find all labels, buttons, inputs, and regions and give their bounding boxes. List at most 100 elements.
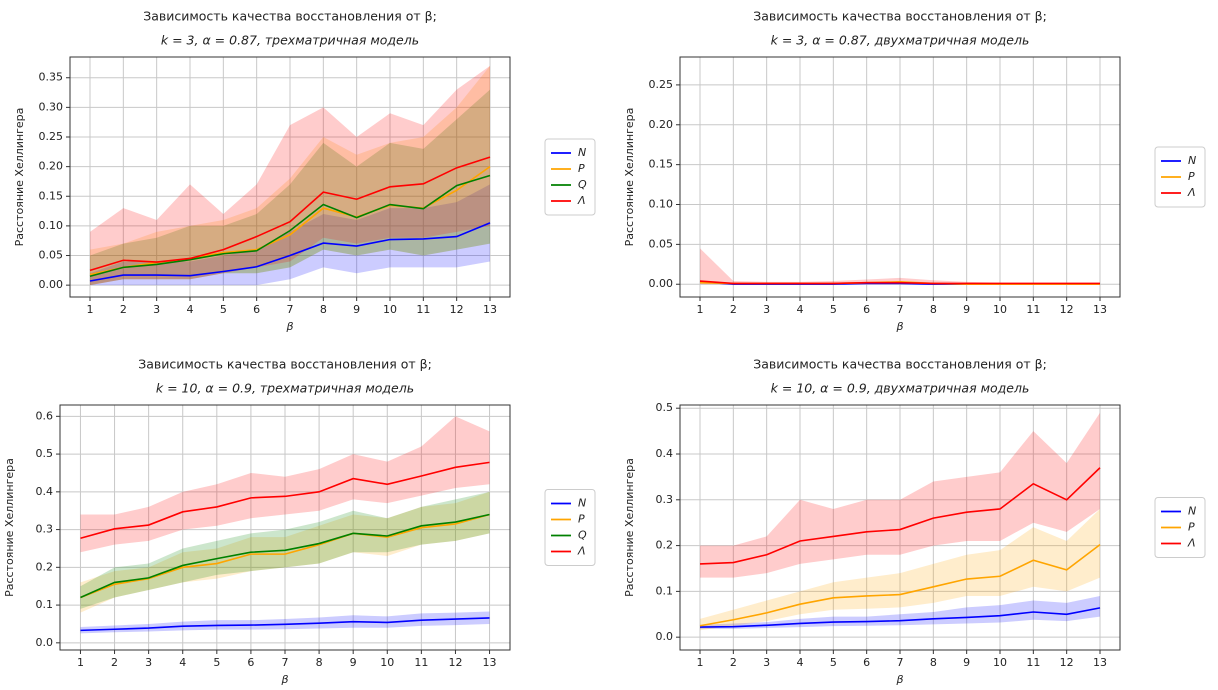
y-tick-label: 0.25: [649, 78, 674, 91]
x-tick-label: 3: [763, 303, 770, 316]
x-tick-label: 7: [897, 656, 904, 669]
y-axis-label: Расстояние Хеллингера: [623, 108, 636, 247]
series-line: [80, 461, 490, 540]
chart-subtitle: k = 10, α = 0.9, двухматричная модель: [771, 381, 1030, 396]
chart-title: Зависимость качества восстановления от β…: [138, 357, 432, 372]
y-tick-label: 0.0: [656, 630, 674, 643]
x-tick-label: 6: [863, 656, 870, 669]
x-tick-label: 9: [353, 303, 360, 316]
x-tick-label: 11: [1026, 656, 1040, 669]
y-tick-label: 0.00: [649, 277, 674, 290]
x-tick-label: 10: [993, 656, 1007, 669]
series-line: [80, 617, 490, 632]
x-tick-label: 3: [145, 656, 152, 669]
chart-title: Зависимость качества восстановления от β…: [143, 9, 437, 24]
x-tick-label: 11: [1026, 303, 1040, 316]
x-tick-label: 1: [697, 656, 704, 669]
x-tick-label: 11: [414, 656, 428, 669]
legend-label: N: [1188, 505, 1196, 518]
x-axis-label: β: [285, 320, 293, 333]
x-tick-label: 12: [448, 656, 462, 669]
plot-frame: [679, 56, 1121, 298]
x-tick-label: 13: [1093, 656, 1107, 669]
confidence-band: [80, 491, 490, 613]
legend-label: P: [578, 162, 585, 175]
legend-label: N: [578, 146, 586, 159]
legend-label: P: [1188, 521, 1195, 534]
panel: 1 2 3 4 5 6 7 8 9 10 11 12 130.000.050.100.150.200.2…: [623, 9, 1206, 333]
series-line: [699, 467, 1101, 565]
y-tick-label: 0.6: [36, 409, 54, 422]
series-line: [699, 544, 1101, 627]
x-axis-label: β: [280, 673, 288, 686]
legend-box: [544, 138, 596, 216]
confidence-band: [700, 508, 1100, 631]
confidence-band: [90, 65, 490, 286]
x-tick-label: 3: [763, 656, 770, 669]
y-tick-label: 0.2: [36, 560, 54, 573]
panel: 1 2 3 4 5 6 7 8 9 10 11 12 130.000.050.100.150.200.2…: [13, 9, 596, 333]
x-tick-label: 13: [1093, 303, 1107, 316]
legend-label: Λ: [1187, 186, 1196, 199]
legend-label: P: [1188, 170, 1195, 183]
series-line: [89, 174, 491, 278]
y-tick-label: 0.3: [36, 523, 54, 536]
confidence-band: [90, 89, 490, 286]
series-line: [80, 513, 490, 599]
x-tick-label: 2: [730, 303, 737, 316]
x-tick-label: 10: [380, 656, 394, 669]
y-tick-label: 0.30: [39, 100, 64, 113]
chart-subtitle: k = 3, α = 0.87, трехматричная модель: [161, 33, 419, 48]
confidence-band: [80, 416, 490, 553]
x-tick-label: 1: [87, 303, 94, 316]
x-tick-label: 6: [253, 303, 260, 316]
y-axis-label: Расстояние Хеллингера: [623, 458, 636, 597]
x-tick-label: 11: [416, 303, 430, 316]
plot-frame: [69, 56, 511, 298]
x-tick-label: 1: [697, 303, 704, 316]
x-tick-label: 2: [111, 656, 118, 669]
y-tick-label: 0.10: [649, 198, 674, 211]
legend-label: N: [578, 497, 586, 510]
y-tick-label: 0.3: [656, 493, 674, 506]
plot-area: [699, 412, 1101, 631]
x-tick-label: 13: [483, 303, 497, 316]
x-tick-label: 1: [77, 656, 84, 669]
confidence-band: [90, 65, 490, 286]
confidence-band: [700, 412, 1100, 578]
x-tick-label: 4: [797, 303, 804, 316]
panel: 1 2 3 4 5 6 7 8 9 10 11 12 130.00.10.20.30.40.5Завис…: [623, 357, 1206, 686]
x-tick-label: 7: [897, 303, 904, 316]
plot-frame: [59, 404, 511, 651]
x-tick-label: 4: [179, 656, 186, 669]
y-tick-label: 0.10: [39, 219, 64, 232]
x-tick-label: 9: [350, 656, 357, 669]
y-axis-label: Расстояние Хеллингера: [3, 458, 16, 597]
x-tick-label: 12: [1060, 656, 1074, 669]
x-tick-label: 8: [316, 656, 323, 669]
x-tick-label: 12: [1060, 303, 1074, 316]
legend-label: P: [578, 513, 585, 526]
x-tick-label: 5: [830, 303, 837, 316]
x-tick-label: 2: [120, 303, 127, 316]
series-line: [89, 222, 491, 282]
y-tick-label: 0.05: [649, 237, 674, 250]
legend-label: Λ: [577, 194, 586, 207]
chart-subtitle: k = 10, α = 0.9, трехматричная модель: [156, 381, 414, 396]
chart-subtitle: k = 3, α = 0.87, двухматричная модель: [771, 33, 1030, 48]
series-line: [699, 280, 1100, 285]
x-axis-label: β: [895, 320, 903, 333]
y-tick-label: 0.00: [39, 278, 64, 291]
y-tick-label: 0.4: [36, 485, 54, 498]
legend-label: Q: [578, 529, 587, 542]
x-tick-label: 12: [450, 303, 464, 316]
x-tick-label: 9: [963, 656, 970, 669]
plot-frame: [679, 404, 1121, 651]
y-tick-label: 0.4: [656, 447, 674, 460]
x-tick-label: 13: [483, 656, 497, 669]
plot-area: [80, 416, 490, 634]
confidence-band: [80, 611, 490, 634]
plot-area: [89, 65, 491, 286]
x-tick-label: 4: [797, 656, 804, 669]
x-tick-label: 3: [153, 303, 160, 316]
